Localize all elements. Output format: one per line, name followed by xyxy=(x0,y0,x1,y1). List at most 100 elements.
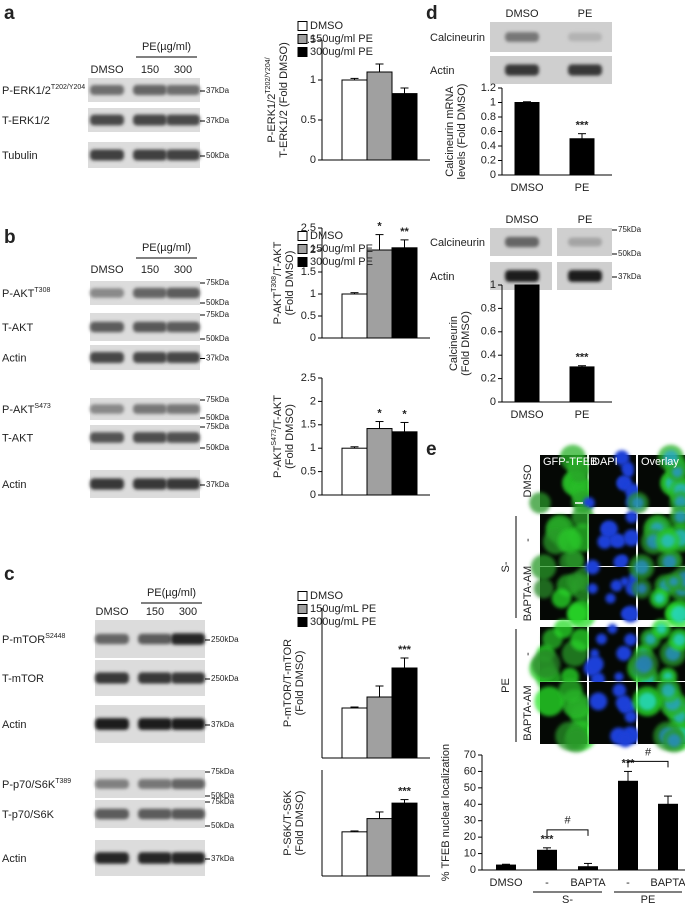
y-tick-label: 1 xyxy=(490,96,496,108)
nucleus xyxy=(618,733,632,748)
legend-label: 150ug/ml PE xyxy=(310,33,373,45)
bar xyxy=(366,428,393,496)
error-bar xyxy=(523,101,531,103)
panel-label: e xyxy=(426,439,437,460)
bar xyxy=(366,818,393,877)
nucleus xyxy=(635,655,653,673)
error-bar xyxy=(578,365,586,367)
nucleus xyxy=(615,695,632,711)
blot-row-label: P-AKTS473 xyxy=(2,403,51,416)
significance: *** xyxy=(398,644,412,656)
bar xyxy=(391,247,418,339)
band xyxy=(166,85,200,95)
lane-label: 300 xyxy=(179,606,197,618)
bar xyxy=(658,803,678,871)
y-axis-label: P-ERK1/2T202/Y204/ xyxy=(265,57,278,142)
bar xyxy=(341,831,368,877)
band xyxy=(90,404,124,414)
error-bar xyxy=(375,685,384,697)
lane-label: DMSO xyxy=(506,214,539,226)
nucleus xyxy=(614,672,624,682)
marker-label: 50kDa xyxy=(206,298,230,307)
blot-row-label-part: Actin xyxy=(2,719,26,731)
marker-label: 75kDa xyxy=(206,395,230,404)
y-axis-label-part: P-ERK1/2 xyxy=(266,94,278,143)
significance: *** xyxy=(576,120,590,132)
y-tick-label: 0.4 xyxy=(481,349,496,361)
column-label: Overlay xyxy=(641,456,679,468)
y-tick-label: 1.2 xyxy=(481,82,496,94)
y-tick-label: 0.4 xyxy=(481,140,496,152)
y-tick-label: 1.5 xyxy=(301,266,316,278)
panel-label: c xyxy=(4,564,15,585)
cell xyxy=(564,728,589,753)
band xyxy=(133,149,167,161)
y-tick-label: 0 xyxy=(490,396,496,408)
error-bar xyxy=(624,770,632,782)
blot-row-label: Actin xyxy=(430,271,454,283)
legend-swatch xyxy=(297,244,308,254)
band xyxy=(171,718,205,730)
blot-row-label: Actin xyxy=(2,479,26,491)
blot-row-label: T-AKT xyxy=(2,432,33,444)
nucleus xyxy=(587,583,598,594)
cell xyxy=(551,588,572,609)
lane-label: DMSO xyxy=(96,606,129,618)
marker-label: 50kDa xyxy=(618,249,642,258)
bracket-label: # xyxy=(564,815,571,827)
bar xyxy=(341,707,368,759)
bar xyxy=(391,431,418,496)
blot-header: PE(µg/ml) xyxy=(142,41,191,53)
marker-label: 37kDa xyxy=(206,86,230,95)
y-axis-label: (Fold DMSO) xyxy=(460,311,472,376)
error-bar xyxy=(502,863,510,866)
cell xyxy=(531,649,561,679)
band xyxy=(166,478,200,490)
band xyxy=(138,779,172,789)
y-axis-label: (Fold DMSO) xyxy=(294,791,306,856)
blot-row-label-part: Actin xyxy=(2,479,26,491)
nucleus xyxy=(624,710,637,723)
blot-row-label-part: P-AKT xyxy=(2,288,35,300)
marker-label: 250kDa xyxy=(211,635,239,644)
panel-label: b xyxy=(4,227,16,248)
y-tick-label: 0 xyxy=(490,169,496,181)
error-bar xyxy=(400,87,409,94)
nucleus xyxy=(656,623,667,634)
nucleus xyxy=(636,583,647,594)
error-bar xyxy=(578,133,586,139)
nucleus xyxy=(625,510,638,523)
nucleus xyxy=(645,633,656,645)
nucleus xyxy=(589,692,608,711)
band xyxy=(138,852,172,864)
x-tick-label: DMSO xyxy=(511,409,544,421)
blot-row-label: T-p70/S6K xyxy=(2,809,55,821)
y-tick-label: 0.8 xyxy=(481,111,496,123)
blot-row-label: P-ERK1/2T202/Y204 xyxy=(2,84,85,97)
y-axis-label-part: (Fold DMSO) xyxy=(284,251,296,316)
y-tick-label: 0.5 xyxy=(301,310,316,322)
nucleus xyxy=(590,648,600,658)
significance: * xyxy=(402,408,407,420)
error-bar xyxy=(543,847,551,851)
blot-row-label-part: Actin xyxy=(430,65,454,77)
y-tick-label: 1.5 xyxy=(301,419,316,431)
cell xyxy=(569,462,590,483)
blot-row-label-part: P-ERK1/2 xyxy=(2,85,51,97)
blot-row-label-part: Tubulin xyxy=(2,150,38,162)
band xyxy=(133,321,167,333)
band xyxy=(95,633,129,645)
y-tick-label: 1 xyxy=(310,288,316,300)
x-tick-label: PE xyxy=(575,182,590,194)
bar xyxy=(514,102,540,176)
y-tick-label: 10 xyxy=(464,847,476,859)
y-axis-label-part: T-ERK1/2 (Fold DMSO) xyxy=(278,42,290,158)
blot-row-label: Calcineurin xyxy=(430,32,485,44)
blot-row-label-sup: T389 xyxy=(55,778,71,785)
nucleus xyxy=(610,579,623,592)
y-axis-label: levels (Fold DMSO) xyxy=(456,84,468,180)
significance: *** xyxy=(576,352,590,364)
error-bar xyxy=(664,795,672,805)
y-axis-label-part: (Fold DMSO) xyxy=(460,311,472,376)
y-tick-label: 0.5 xyxy=(301,466,316,478)
